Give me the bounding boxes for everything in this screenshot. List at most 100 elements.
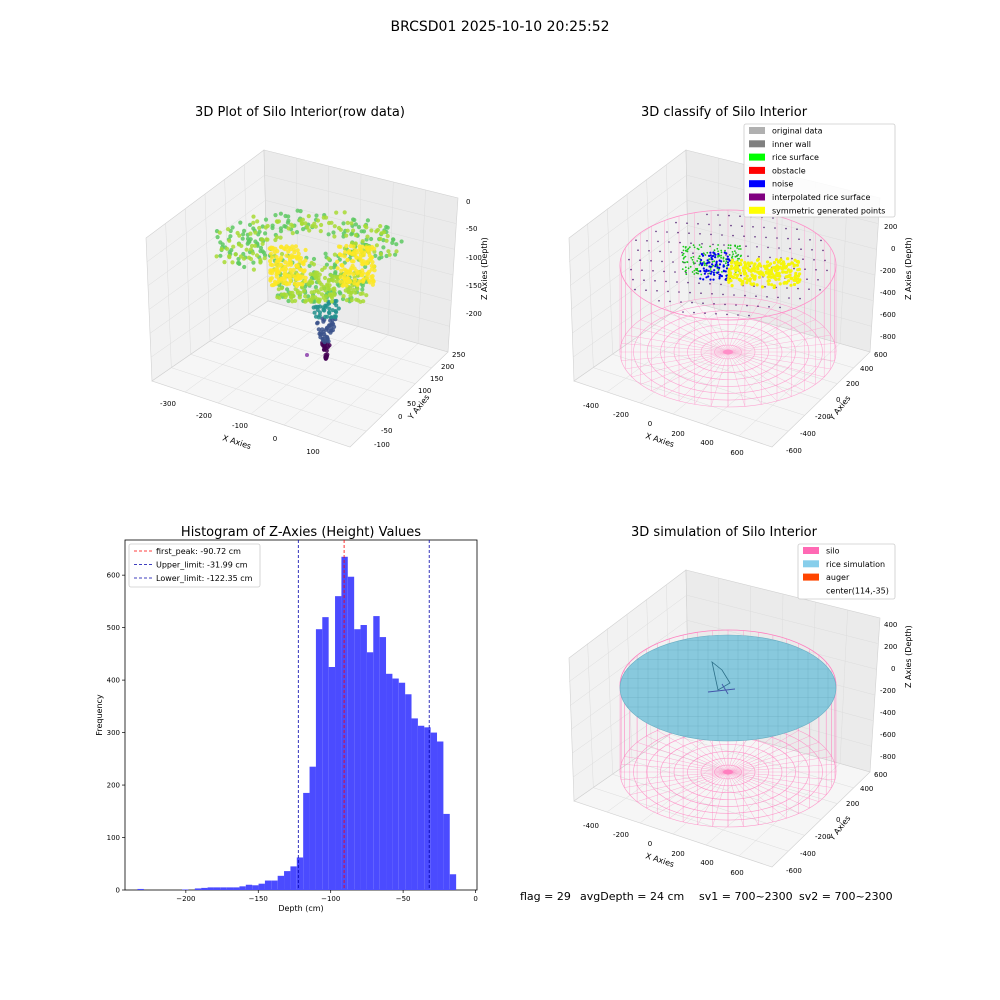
- raw-x-tick: -200: [196, 412, 212, 420]
- interpolated-surface-point: [704, 312, 706, 315]
- simulation-x-tick: -400: [583, 822, 599, 830]
- rice-surface-point: [720, 249, 723, 252]
- rice-surface-point: [682, 252, 685, 255]
- raw-data-point: [339, 268, 344, 273]
- raw-y-tick: 200: [441, 363, 454, 371]
- raw-data-point: [365, 234, 370, 239]
- raw-data-point: [345, 258, 350, 263]
- symmetric-generated-point: [779, 258, 783, 262]
- grid-line: [316, 343, 419, 437]
- raw-data-point: [251, 220, 256, 225]
- interpolated-surface-point: [739, 215, 741, 217]
- raw-data-point: [323, 288, 328, 293]
- interpolated-surface-point: [659, 250, 661, 253]
- symmetric-generated-point: [743, 261, 747, 265]
- raw-data-point: [374, 243, 379, 248]
- noise-point: [720, 275, 724, 278]
- raw-data-point: [301, 227, 306, 232]
- classify-z-label: Z Axies (Depth): [904, 237, 913, 300]
- symmetric-generated-point: [762, 264, 766, 268]
- noise-point: [709, 254, 712, 257]
- raw-data-point: [265, 223, 270, 229]
- rice-surface-point: [739, 248, 742, 250]
- symmetric-generated-point: [767, 279, 771, 283]
- legend-swatch: [749, 140, 765, 148]
- noise-point: [719, 273, 722, 277]
- classify-x-tick: 0: [648, 420, 652, 428]
- histogram-bar: [392, 678, 399, 890]
- rice-surface-point: [681, 254, 684, 256]
- histogram-bar: [443, 813, 450, 890]
- raw-data-point: [323, 215, 329, 220]
- interpolated-surface-point: [634, 288, 636, 291]
- raw-data-point: [279, 251, 285, 257]
- histogram-bar: [296, 857, 304, 890]
- rice-surface-point: [691, 271, 694, 273]
- noise-point: [705, 270, 708, 273]
- raw-data-point: [286, 226, 291, 231]
- raw-data-point: [326, 232, 331, 237]
- raw-data-point: [379, 231, 384, 236]
- symmetric-generated-point: [793, 258, 797, 262]
- simulation-x-tick: 400: [700, 859, 713, 867]
- rice-surface-point: [732, 253, 734, 256]
- symmetric-generated-point: [777, 277, 781, 281]
- simulation-y-tick: -600: [786, 867, 802, 875]
- noise-point: [709, 251, 712, 254]
- interpolated-surface-point: [699, 233, 701, 235]
- raw-data-point: [332, 224, 337, 229]
- raw-z-tick: -200: [466, 310, 482, 318]
- rice-surface-point: [692, 244, 695, 247]
- rice-surface-point: [697, 270, 700, 273]
- raw-data-point: [238, 254, 244, 259]
- raw-data-point: [326, 256, 331, 261]
- raw-data-point: [345, 275, 350, 280]
- interpolated-surface-point: [774, 227, 776, 229]
- silo-floor-spoke: [710, 297, 729, 353]
- interpolated-surface-point: [811, 249, 813, 251]
- classify-z-tick: 200: [884, 223, 897, 231]
- raw-data-point: [311, 262, 316, 267]
- rice-surface-point: [739, 245, 741, 247]
- interpolated-surface-point: [630, 268, 632, 271]
- interpolated-surface-point: [766, 296, 768, 298]
- histogram-title: Histogram of Z-Axies (Height) Values: [181, 525, 421, 540]
- noise-point: [709, 265, 712, 268]
- rice-surface-point: [684, 261, 686, 264]
- noise-point: [705, 276, 708, 279]
- raw-data-point: [312, 299, 317, 304]
- raw-data-point: [319, 292, 325, 297]
- rice-surface-point: [736, 247, 738, 249]
- silo-floor-center: [723, 349, 733, 355]
- raw-data-point: [332, 292, 337, 297]
- raw-data-point: [290, 231, 295, 236]
- noise-point: [712, 278, 715, 281]
- rice-surface-point: [684, 246, 687, 249]
- rice-surface-point: [734, 250, 736, 253]
- raw-data-point: [303, 221, 308, 226]
- y-tick-label: 300: [107, 729, 120, 737]
- symmetric-generated-point: [779, 262, 783, 266]
- raw-data-point: [343, 250, 348, 255]
- symmetric-generated-point: [784, 264, 789, 269]
- raw-data-point: [360, 268, 365, 273]
- rice-surface-point: [724, 249, 726, 252]
- raw-data-point: [303, 279, 308, 284]
- x-tick-label: 0: [473, 895, 477, 903]
- raw-data-point: [270, 225, 275, 231]
- rice-surface-point: [689, 265, 692, 268]
- raw-data-point: [393, 252, 398, 257]
- raw-data-point: [227, 238, 232, 243]
- interpolated-surface-point: [730, 224, 732, 227]
- rice-surface-point: [740, 254, 742, 257]
- status-sv2: sv2 = 700~2300: [799, 890, 893, 903]
- noise-point: [712, 271, 715, 274]
- raw-data-point: [290, 299, 295, 304]
- raw-data-point: [341, 294, 346, 299]
- noise-point: [720, 260, 723, 263]
- noise-point: [703, 272, 707, 275]
- silo-floor-spoke: [727, 351, 816, 385]
- raw-data-point: [255, 219, 260, 224]
- symmetric-generated-point: [739, 258, 744, 262]
- raw-data-point: [298, 218, 303, 223]
